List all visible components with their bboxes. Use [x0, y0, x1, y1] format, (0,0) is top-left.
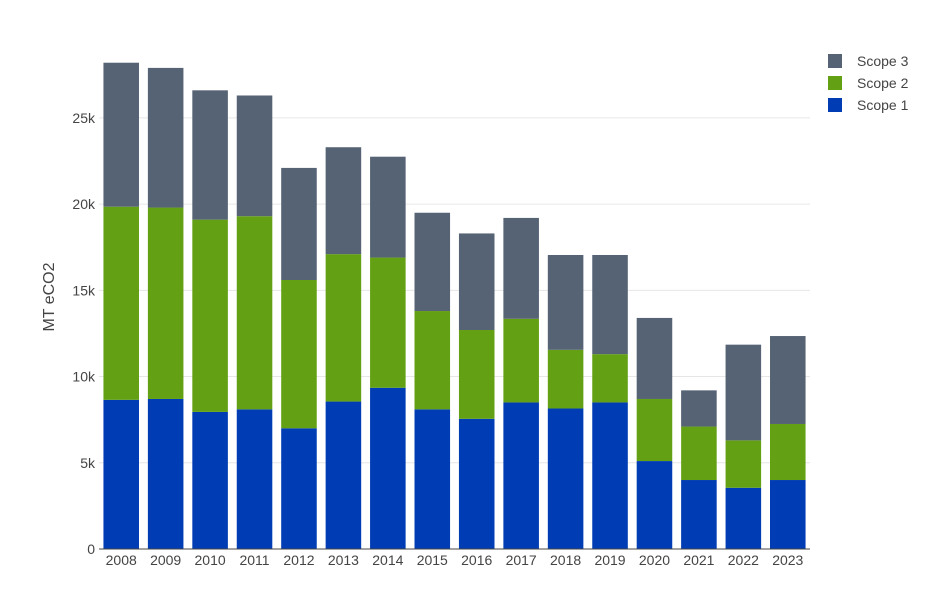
- bar-scope-1-2021[interactable]: [681, 480, 717, 549]
- legend-swatch: [828, 54, 842, 68]
- bar-scope-2-2018[interactable]: [547, 349, 584, 409]
- bar-scope-1-2010[interactable]: [192, 411, 228, 549]
- x-tick-label: 2012: [283, 552, 314, 568]
- y-axis-title: MT eCO2: [41, 262, 58, 331]
- bar-scope-3-2010[interactable]: [192, 90, 228, 220]
- bar-scope-2-2020[interactable]: [636, 398, 673, 462]
- bar-scope-3-2013[interactable]: [325, 147, 362, 255]
- bar-scope-1-2022[interactable]: [725, 487, 762, 549]
- bar-scope-3-2023[interactable]: [770, 336, 806, 424]
- bar-scope-2-2016[interactable]: [458, 330, 495, 419]
- bar-scope-2-2008[interactable]: [103, 206, 139, 400]
- x-tick-label: 2019: [594, 552, 625, 568]
- x-tick-label: 2009: [150, 552, 181, 568]
- y-axis-ticks: 0 5k 10k 15k 20k 25k: [72, 110, 96, 557]
- legend-label: Scope 2: [857, 75, 909, 91]
- bar-scope-1-2009[interactable]: [147, 398, 184, 549]
- bar-scope-3-2012[interactable]: [281, 167, 317, 280]
- x-tick-label: 2022: [728, 552, 759, 568]
- bar-scope-2-2023[interactable]: [770, 423, 806, 481]
- bar-scope-2-2017[interactable]: [503, 318, 539, 403]
- legend-item-scope-1[interactable]: Scope 1: [828, 97, 909, 113]
- bar-scope-3-2011[interactable]: [236, 95, 273, 217]
- x-tick-label: 2021: [683, 552, 714, 568]
- legend-swatch: [828, 76, 842, 90]
- bar-scope-1-2015[interactable]: [414, 409, 451, 549]
- bar-scope-2-2021[interactable]: [681, 426, 717, 481]
- bar-scope-3-2008[interactable]: [103, 62, 139, 207]
- x-tick-label: 2023: [772, 552, 803, 568]
- x-axis-ticks: 2008 2009 2010 2011 2012 2013 2014 2015 2016 2017…: [106, 552, 804, 568]
- bar-scope-2-2010[interactable]: [192, 219, 228, 412]
- x-tick-label: 2014: [372, 552, 403, 568]
- bar-scope-1-2011[interactable]: [236, 409, 273, 549]
- legend[interactable]: Scope 3 Scope 2 Scope 1: [828, 53, 909, 113]
- bar-scope-1-2023[interactable]: [770, 480, 806, 549]
- bar-scope-2-2013[interactable]: [325, 254, 362, 402]
- bar-scope-3-2015[interactable]: [414, 212, 451, 312]
- bar-scope-1-2018[interactable]: [547, 408, 584, 549]
- bar-scope-3-2016[interactable]: [458, 233, 495, 331]
- y-tick-label: 20k: [72, 196, 96, 212]
- bar-scope-1-2017[interactable]: [503, 402, 539, 549]
- bars: [103, 62, 806, 549]
- bar-scope-3-2021[interactable]: [681, 390, 717, 427]
- bar-scope-1-2008[interactable]: [103, 399, 139, 549]
- bar-scope-1-2020[interactable]: [636, 461, 673, 549]
- x-tick-label: 2016: [461, 552, 492, 568]
- legend-swatch: [828, 98, 842, 112]
- bar-scope-2-2012[interactable]: [281, 279, 317, 429]
- bar-scope-3-2018[interactable]: [547, 254, 584, 350]
- bar-scope-1-2014[interactable]: [370, 387, 406, 549]
- x-tick-label: 2013: [328, 552, 359, 568]
- x-tick-label: 2011: [239, 552, 269, 568]
- bar-scope-3-2009[interactable]: [147, 67, 184, 208]
- bar-scope-1-2013[interactable]: [325, 401, 362, 549]
- x-tick-label: 2010: [195, 552, 226, 568]
- bar-scope-3-2014[interactable]: [370, 156, 406, 258]
- bar-scope-3-2022[interactable]: [725, 344, 762, 441]
- x-tick-label: 2017: [506, 552, 537, 568]
- bar-scope-2-2009[interactable]: [147, 207, 184, 399]
- bar-scope-3-2019[interactable]: [592, 254, 628, 355]
- legend-item-scope-2[interactable]: Scope 2: [828, 75, 909, 91]
- legend-label: Scope 1: [857, 97, 909, 113]
- bar-scope-1-2016[interactable]: [458, 418, 495, 549]
- bar-scope-3-2020[interactable]: [636, 317, 673, 399]
- legend-label: Scope 3: [857, 53, 909, 69]
- x-tick-label: 2018: [550, 552, 581, 568]
- bar-scope-2-2014[interactable]: [370, 257, 406, 388]
- x-tick-label: 2020: [639, 552, 670, 568]
- y-tick-label: 15k: [72, 282, 96, 298]
- bar-scope-1-2012[interactable]: [281, 428, 317, 549]
- x-tick-label: 2015: [417, 552, 448, 568]
- y-tick-label: 25k: [72, 110, 96, 126]
- legend-item-scope-3[interactable]: Scope 3: [828, 53, 909, 69]
- y-tick-label: 5k: [80, 455, 96, 471]
- bar-scope-2-2019[interactable]: [592, 354, 628, 403]
- bar-scope-3-2017[interactable]: [503, 217, 539, 319]
- bar-scope-1-2019[interactable]: [592, 402, 628, 549]
- bar-scope-2-2015[interactable]: [414, 311, 451, 410]
- x-tick-label: 2008: [106, 552, 137, 568]
- bar-scope-2-2022[interactable]: [725, 440, 762, 488]
- y-tick-label: 0: [87, 541, 95, 557]
- axes: MT eCO2: [41, 262, 810, 550]
- y-tick-label: 10k: [72, 369, 96, 385]
- bar-scope-2-2011[interactable]: [236, 216, 273, 410]
